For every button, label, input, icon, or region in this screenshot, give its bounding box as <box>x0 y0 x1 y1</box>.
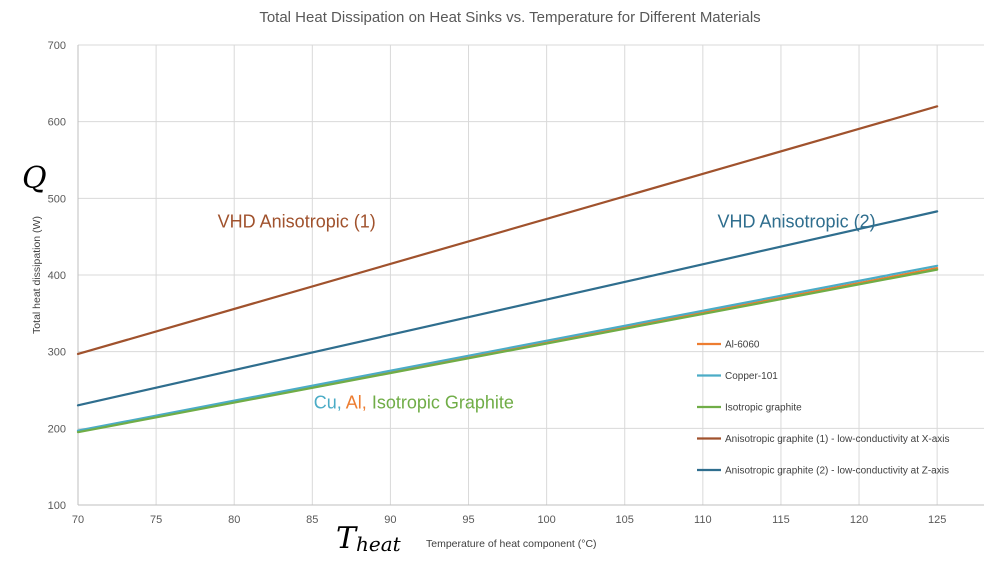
group-annotation-al: Al, <box>342 392 367 412</box>
x-tick-label: 115 <box>772 514 790 526</box>
x-tick-label: 105 <box>616 514 634 526</box>
y-tick-label: 600 <box>48 117 66 129</box>
x-tick-label: 110 <box>694 514 712 526</box>
x-tick-label: 85 <box>306 514 318 526</box>
y-tick-label: 400 <box>48 270 66 282</box>
y-axis-label: Total heat dissipation (W) <box>31 216 43 334</box>
series-line-5 <box>76 210 939 407</box>
axes <box>77 45 984 506</box>
x-tick-label: 80 <box>228 514 240 526</box>
y-symbol: Q <box>22 161 47 196</box>
x-tick-label: 70 <box>72 514 84 526</box>
y-tick-labels: 100 200 300 400 500 600 700 <box>48 40 66 512</box>
y-tick-label: 500 <box>48 193 66 205</box>
legend-entry-5: Anisotropic graphite (2) - low-conductiv… <box>725 466 949 477</box>
legend: Al-6060 Copper-101 Isotropic graphite Aniso… <box>697 340 950 477</box>
annotations: VHD Anisotropic (1) VHD Anisotropic (2) <box>218 211 876 231</box>
x-tick-label: 75 <box>150 514 162 526</box>
series-line-2 <box>76 264 939 432</box>
y-tick-label: 700 <box>48 40 66 52</box>
x-axis-label: Temperature of heat component (°C) <box>426 538 597 550</box>
legend-entry-2: Copper-101 <box>725 371 778 382</box>
legend-entry-4: Anisotropic graphite (1) - low-conductiv… <box>725 434 950 445</box>
x-tick-label: 125 <box>928 514 946 526</box>
y-tick-label: 300 <box>48 347 66 359</box>
chart-title: Total Heat Dissipation on Heat Sinks vs.… <box>259 9 760 26</box>
x-tick-labels: 70 75 80 85 90 95 100 105 110 115 120 125 <box>72 514 946 526</box>
series-line-4 <box>76 105 939 356</box>
series-lines <box>76 105 939 434</box>
group-annotation-cu: Cu, <box>314 392 342 412</box>
x-tick-label: 90 <box>384 514 396 526</box>
x-tick-label: 120 <box>850 514 868 526</box>
annotation-2: VHD Anisotropic (2) <box>718 211 876 231</box>
x-tick-label: 95 <box>462 514 474 526</box>
y-tick-label: 200 <box>48 423 66 435</box>
legend-entry-1: Al-6060 <box>725 340 760 351</box>
x-symbol-main: T <box>336 521 358 556</box>
grid <box>78 44 984 505</box>
series-line-3 <box>76 268 939 434</box>
legend-entry-3: Isotropic graphite <box>725 403 802 414</box>
group-annotation: Cu, Al, Isotropic Graphite <box>314 392 514 412</box>
x-tick-label: 100 <box>537 514 555 526</box>
annotation-1: VHD Anisotropic (1) <box>218 211 376 231</box>
y-tick-label: 100 <box>48 500 66 512</box>
x-symbol: Theat <box>336 521 402 556</box>
group-annotation-graphite: Isotropic Graphite <box>367 392 514 412</box>
x-symbol-sub: heat <box>356 532 402 556</box>
